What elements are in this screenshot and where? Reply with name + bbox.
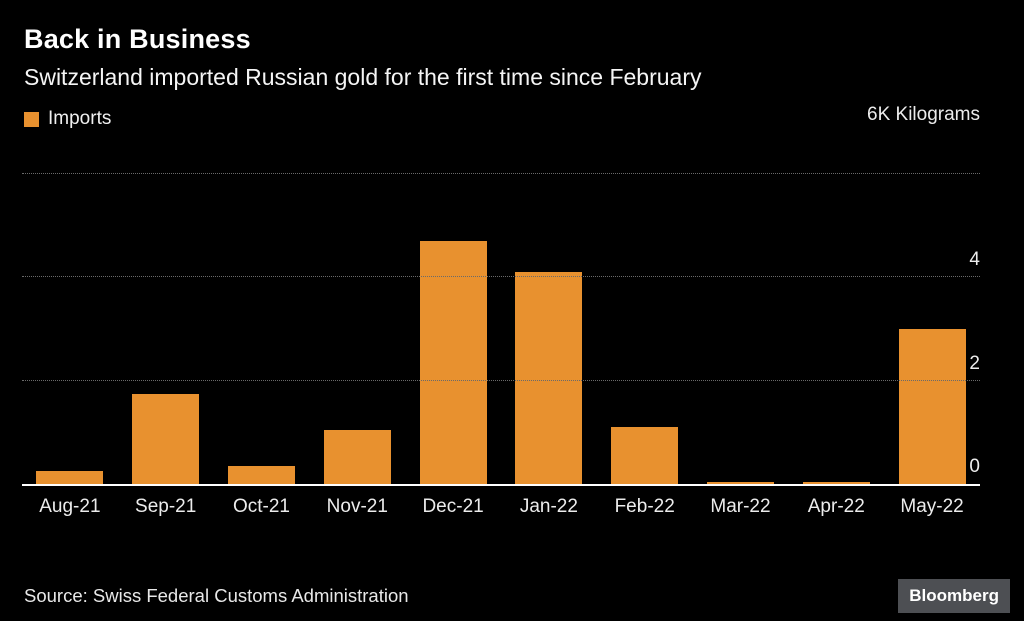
- bar-Apr-22: [802, 482, 870, 484]
- x-axis-label-Apr-22: Apr-22: [807, 496, 865, 517]
- bar-slot: [118, 174, 214, 484]
- bar-slot: [788, 174, 884, 484]
- bar-Nov-21: [323, 429, 391, 484]
- y-tick-label-2: 2: [969, 352, 980, 374]
- bar-Sep-21: [132, 393, 200, 484]
- x-axis-label-Feb-22: Feb-22: [614, 496, 675, 517]
- bar-slot: [22, 174, 118, 484]
- x-axis-label-Oct-21: Oct-21: [232, 496, 290, 517]
- bar-Feb-22: [611, 427, 679, 484]
- bar-Oct-21: [227, 465, 296, 484]
- gridline-6: [22, 173, 980, 174]
- x-axis-label-Sep-21: Sep-21: [135, 496, 197, 517]
- x-axis-label-Mar-22: Mar-22: [710, 496, 771, 517]
- source-text: Source: Swiss Federal Customs Administra…: [24, 585, 409, 606]
- gridline-2: [22, 379, 980, 381]
- bar-slot: [597, 174, 693, 484]
- legend-label: Imports: [48, 108, 112, 129]
- x-axis-labels: Aug-21 Sep-21 Oct-21 Nov-21 Dec-21 Jan-22 Feb-…: [22, 496, 980, 518]
- bar-slot: [501, 174, 597, 484]
- chart-title: Back in Business: [24, 24, 251, 54]
- bar-slot: [405, 174, 501, 484]
- plot-area: 0 2 4: [22, 173, 980, 486]
- legend-swatch-icon: [24, 111, 39, 127]
- x-axis-label-Dec-21: Dec-21: [422, 496, 484, 517]
- bar-Mar-22: [706, 482, 774, 484]
- bar-slot: [309, 174, 405, 484]
- y-tick-label-0: 0: [969, 456, 980, 477]
- bars-container: [22, 174, 980, 484]
- bar-slot: [884, 174, 980, 484]
- y-tick-label-4: 4: [969, 249, 980, 271]
- footer: Source: Swiss Federal Customs Administra…: [24, 579, 1010, 613]
- bar-Jan-22: [515, 272, 583, 484]
- legend: Imports: [24, 108, 1000, 130]
- bar-slot: [693, 174, 789, 484]
- gridline-4: [22, 276, 980, 278]
- chart-region: 6K Kilograms 0 2 4: [22, 105, 980, 486]
- x-axis-label-Aug-21: Aug-21: [39, 496, 101, 517]
- bar-May-22: [898, 329, 966, 484]
- bloomberg-logo: Bloomberg: [898, 579, 1010, 613]
- y-axis-top-label: 6K Kilograms: [867, 104, 980, 125]
- x-axis-label-May-22: May-22: [900, 496, 964, 517]
- bar-Dec-21: [419, 241, 487, 484]
- chart-subtitle: Switzerland imported Russian gold for th…: [24, 64, 702, 90]
- bar-Aug-21: [36, 471, 104, 484]
- x-axis-label-Jan-22: Jan-22: [519, 496, 578, 517]
- bar-slot: [214, 174, 310, 484]
- x-axis-label-Nov-21: Nov-21: [326, 496, 388, 517]
- chart-page: Back in Business Switzerland imported Ru…: [0, 24, 1024, 621]
